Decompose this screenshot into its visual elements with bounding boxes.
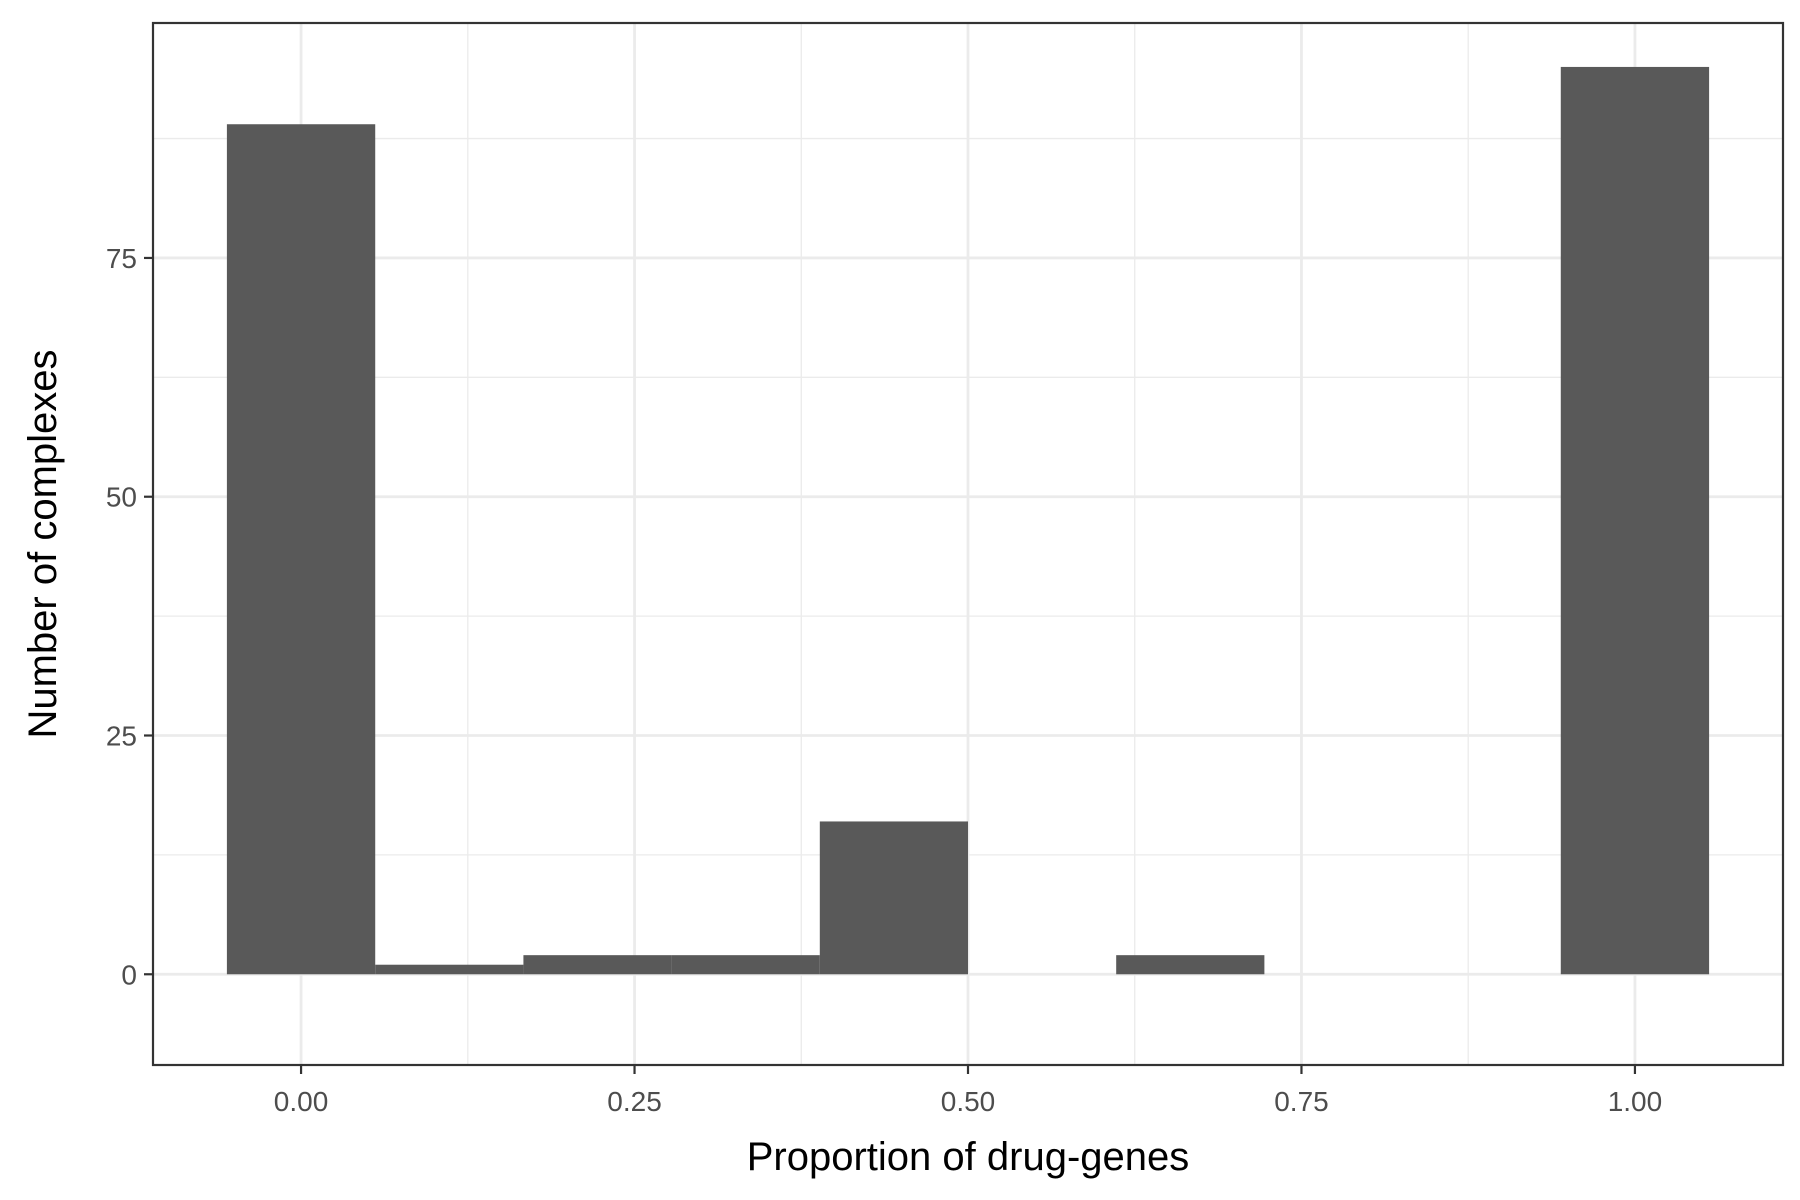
histogram-bar [226,124,376,975]
histogram-bar [1116,955,1265,975]
histogram-bar [671,955,820,975]
y-tick-label: 0 [121,959,137,990]
histogram-bars [226,66,1710,975]
axis-ticks: 0.00 0.25 0.50 0.75 1.00 0 25 50 75 [106,243,1662,1117]
x-tick-label: 0.00 [274,1086,329,1117]
x-tick-label: 0.75 [1274,1086,1329,1117]
x-tick-label: 0.25 [607,1086,662,1117]
y-axis-title: Number of complexes [21,349,65,738]
x-axis-title: Proportion of drug-genes [747,1135,1190,1179]
y-tick-label: 50 [106,482,137,513]
histogram-bar [523,955,672,975]
y-tick-label: 75 [106,243,137,274]
x-tick-label: 1.00 [1608,1086,1663,1117]
histogram-bar [375,964,524,975]
y-tick-label: 25 [106,720,137,751]
histogram-bar [819,821,968,975]
x-tick-label: 0.50 [941,1086,996,1117]
histogram-bar [1560,66,1710,975]
